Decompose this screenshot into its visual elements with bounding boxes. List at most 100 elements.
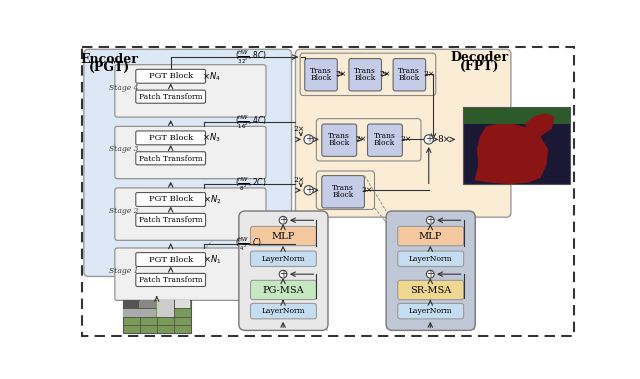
FancyBboxPatch shape <box>397 280 463 299</box>
Text: Block: Block <box>310 74 332 82</box>
Text: PGT Block: PGT Block <box>148 255 193 263</box>
FancyBboxPatch shape <box>305 59 337 91</box>
FancyBboxPatch shape <box>367 124 403 157</box>
Text: Block: Block <box>328 139 349 147</box>
FancyBboxPatch shape <box>393 59 426 91</box>
Text: 2×: 2× <box>294 125 305 133</box>
FancyBboxPatch shape <box>136 69 205 83</box>
Circle shape <box>426 216 434 224</box>
Text: MLP: MLP <box>271 232 295 241</box>
Text: SR-MSA: SR-MSA <box>410 286 451 295</box>
FancyBboxPatch shape <box>136 193 205 207</box>
FancyBboxPatch shape <box>349 59 381 91</box>
Circle shape <box>279 216 287 224</box>
Text: +: + <box>279 215 287 225</box>
Text: 8×: 8× <box>438 135 451 144</box>
FancyBboxPatch shape <box>250 226 316 246</box>
FancyBboxPatch shape <box>115 126 266 179</box>
Text: Trans: Trans <box>374 132 396 140</box>
FancyBboxPatch shape <box>115 65 266 117</box>
Text: +: + <box>425 135 433 144</box>
Text: Block: Block <box>355 74 376 82</box>
Text: +: + <box>426 269 435 279</box>
FancyBboxPatch shape <box>136 152 205 165</box>
Text: Encoder: Encoder <box>81 53 138 66</box>
Text: $\times N_4$: $\times N_4$ <box>202 70 221 83</box>
Text: Decoder: Decoder <box>451 51 509 64</box>
Text: PGT Block: PGT Block <box>148 134 193 142</box>
FancyBboxPatch shape <box>136 253 205 266</box>
Text: $\times N_1$: $\times N_1$ <box>202 253 221 266</box>
Text: $(\frac{HW}{32^2},8C)$: $(\frac{HW}{32^2},8C)$ <box>235 49 267 66</box>
Text: 2×: 2× <box>335 70 347 78</box>
Text: PG-MSA: PG-MSA <box>262 286 304 295</box>
FancyBboxPatch shape <box>81 47 573 336</box>
Text: Stage 2: Stage 2 <box>109 207 139 215</box>
FancyBboxPatch shape <box>123 299 191 334</box>
FancyBboxPatch shape <box>386 211 476 330</box>
Text: LayerNorm: LayerNorm <box>261 307 305 315</box>
FancyBboxPatch shape <box>250 304 316 319</box>
FancyBboxPatch shape <box>136 90 205 103</box>
Text: Stage 4: Stage 4 <box>109 84 139 92</box>
FancyBboxPatch shape <box>175 300 190 308</box>
Circle shape <box>304 135 313 144</box>
Text: Patch Transform: Patch Transform <box>139 155 202 163</box>
FancyBboxPatch shape <box>250 251 316 266</box>
Text: LayerNorm: LayerNorm <box>408 255 452 263</box>
FancyBboxPatch shape <box>115 188 266 240</box>
FancyBboxPatch shape <box>250 280 316 299</box>
FancyBboxPatch shape <box>397 304 463 319</box>
Text: PGT Block: PGT Block <box>148 72 193 80</box>
FancyBboxPatch shape <box>115 248 266 300</box>
Text: Trans: Trans <box>332 184 354 192</box>
Text: Patch Transform: Patch Transform <box>139 276 202 284</box>
FancyBboxPatch shape <box>136 131 205 145</box>
Text: 2×: 2× <box>380 70 391 78</box>
Text: LayerNorm: LayerNorm <box>261 255 305 263</box>
Text: 2×: 2× <box>362 186 373 194</box>
Text: 2×: 2× <box>356 135 367 143</box>
Text: Block: Block <box>399 74 420 82</box>
Circle shape <box>426 270 434 278</box>
FancyBboxPatch shape <box>397 251 463 266</box>
Text: Stage 1: Stage 1 <box>109 267 139 275</box>
Text: +: + <box>426 215 435 225</box>
Text: $(\frac{HW}{16^2},4C)$: $(\frac{HW}{16^2},4C)$ <box>235 114 267 131</box>
Text: Block: Block <box>374 139 396 147</box>
Circle shape <box>279 270 287 278</box>
Polygon shape <box>474 124 548 184</box>
Text: Trans: Trans <box>310 67 332 75</box>
FancyBboxPatch shape <box>84 49 292 276</box>
Text: (PGT): (PGT) <box>89 61 130 74</box>
FancyBboxPatch shape <box>124 309 156 316</box>
Text: $(\frac{HW}{8^2},2C)$: $(\frac{HW}{8^2},2C)$ <box>235 175 267 193</box>
Text: $\times N_2$: $\times N_2$ <box>202 193 221 206</box>
Text: 2×: 2× <box>401 135 412 143</box>
Text: LayerNorm: LayerNorm <box>408 307 452 315</box>
FancyBboxPatch shape <box>397 226 463 246</box>
FancyBboxPatch shape <box>124 300 139 308</box>
Text: Patch Transform: Patch Transform <box>139 216 202 224</box>
Text: +: + <box>279 269 287 279</box>
Text: Stage 3: Stage 3 <box>109 146 139 153</box>
Text: Patch Transform: Patch Transform <box>139 93 202 101</box>
Text: Trans: Trans <box>355 67 376 75</box>
FancyBboxPatch shape <box>140 300 155 308</box>
Polygon shape <box>525 113 554 136</box>
Text: Block: Block <box>332 191 353 199</box>
Text: PGT Block: PGT Block <box>148 196 193 204</box>
FancyBboxPatch shape <box>296 49 511 217</box>
FancyBboxPatch shape <box>239 211 328 330</box>
Circle shape <box>304 186 313 195</box>
FancyBboxPatch shape <box>322 175 364 208</box>
Text: +: + <box>305 135 312 144</box>
FancyBboxPatch shape <box>322 124 356 157</box>
Text: 2×: 2× <box>424 70 435 78</box>
Text: MLP: MLP <box>419 232 442 241</box>
FancyBboxPatch shape <box>136 273 205 287</box>
FancyBboxPatch shape <box>463 124 570 166</box>
Text: (FPT): (FPT) <box>460 60 500 73</box>
Text: $(\frac{HW}{4^2},C)$: $(\frac{HW}{4^2},C)$ <box>235 236 262 253</box>
FancyBboxPatch shape <box>136 213 205 226</box>
